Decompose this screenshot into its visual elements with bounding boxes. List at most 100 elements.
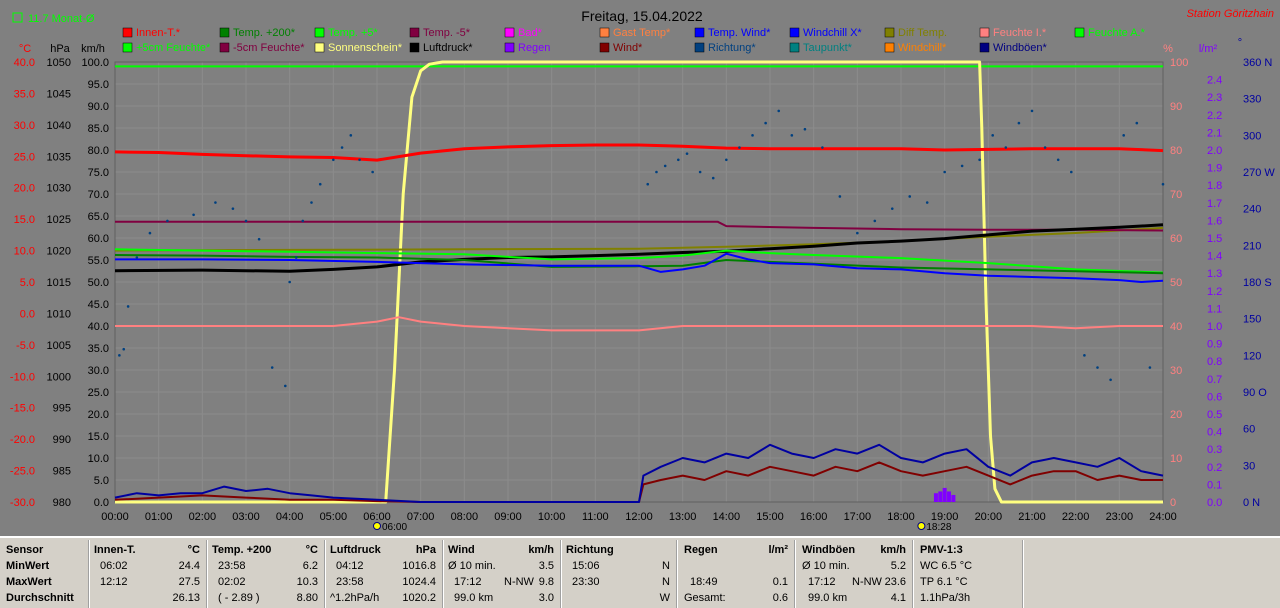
time-tick-label: 09:00 (494, 511, 522, 523)
dir-tick-label: 120 (1243, 350, 1261, 362)
legend-item: Temp. +200* (233, 27, 296, 39)
direction-point (803, 127, 807, 131)
stats-windboen: Windböen km/h Ø 10 min. 5.2 17:12 N-NW 23.6 … (802, 542, 906, 606)
time-tick-label: 16:00 (800, 511, 828, 523)
direction-point (288, 280, 291, 284)
direction-point (1017, 121, 1021, 125)
direction-point (1004, 146, 1008, 149)
direction-point (1070, 170, 1073, 174)
rain-tick-label: 2.4 (1207, 75, 1222, 87)
time-tick-label: 14:00 (713, 511, 741, 523)
legend-swatch (219, 42, 230, 53)
time-tick-label: 02:00 (189, 511, 217, 523)
rain-bar (947, 491, 952, 502)
hpa-tick-label: 985 (53, 466, 71, 478)
time-tick-label: 23:00 (1106, 511, 1134, 523)
direction-point (340, 146, 344, 149)
direction-point (135, 256, 139, 259)
direction-point (960, 164, 964, 168)
hpa-tick-label: 1015 (47, 277, 71, 289)
station-name: Station Göritzhain (1187, 8, 1274, 20)
kmh-tick-label: 95.0 (88, 79, 109, 91)
temp-tick-label: 20.0 (14, 183, 35, 195)
chart-axes: 40.0 35.0 30.0 25.0 20.0 15.0 10.0 5.0 0.0 -5.0 -1… (10, 57, 1275, 533)
direction-point (764, 121, 767, 125)
direction-point (991, 134, 994, 137)
stats-wind-title: Wind km/h (448, 544, 554, 556)
direction-point (890, 207, 894, 210)
chart-title: Freitag, 15.04.2022 (581, 8, 703, 24)
direction-point (646, 182, 650, 186)
direction-point (711, 176, 715, 180)
direction-point (270, 366, 274, 369)
rain-tick-label: 1.9 (1207, 163, 1222, 175)
legend-swatch (789, 27, 800, 38)
series-line (114, 226, 1164, 252)
time-tick-label: 12:00 (625, 511, 653, 523)
dir-unit-label: ° (1238, 37, 1242, 49)
temp-tick-label: 10.0 (14, 246, 35, 258)
time-tick-label: 15:00 (756, 511, 784, 523)
series-line (115, 220, 1164, 232)
legend-swatch (1074, 27, 1085, 38)
direction-point (118, 354, 121, 357)
rain-tick-label: 0.2 (1207, 462, 1222, 474)
direction-point (821, 146, 824, 149)
kmh-tick-label: 50.0 (88, 277, 109, 289)
stats-richtung-avg: W (659, 592, 670, 604)
time-tick-label: 03:00 (232, 511, 260, 523)
series-line (114, 461, 1163, 503)
stats-regen-max: 18:49 0.1 (690, 576, 788, 588)
legend-swatch (694, 42, 705, 53)
kmh-tick-label: 15.0 (88, 431, 109, 443)
rain-tick-label: 2.3 (1207, 92, 1222, 104)
legend-swatch (504, 27, 515, 38)
rain-tick-label: 2.0 (1207, 145, 1222, 157)
legend-item: Taupunkt* (803, 42, 853, 54)
dir-tick-label: 30 (1243, 460, 1255, 472)
legend-swatch (979, 27, 990, 38)
legend-swatch (789, 42, 800, 53)
time-tick-label: 04:00 (276, 511, 304, 523)
stats-sensor: Sensor MinWert MaxWert Durchschnitt (6, 542, 86, 606)
pct-tick-label: 20 (1170, 409, 1182, 421)
temp-tick-label: 5.0 (20, 277, 35, 289)
legend-swatch (314, 27, 325, 38)
kmh-tick-label: 60.0 (88, 233, 109, 245)
pct-unit-label: % (1163, 43, 1173, 55)
rain-tick-label: 0.1 (1207, 479, 1222, 491)
direction-point (301, 219, 305, 223)
stats-regen-total: Gesamt: 0.6 (684, 592, 788, 604)
legend-item: Feuchte I.* (993, 27, 1047, 39)
stats-luftdruck: Luftdruck hPa 04:12 1016.8 23:58 1024.4 ^1.… (330, 542, 436, 606)
stats-row-label: MaxWert (6, 576, 52, 588)
hpa-tick-label: 980 (53, 497, 71, 509)
direction-point (310, 201, 313, 204)
direction-point (663, 164, 667, 168)
stats-sensor-title: Sensor (6, 544, 44, 556)
kmh-tick-label: 75.0 (88, 167, 109, 179)
direction-point (358, 158, 361, 162)
pct-tick-label: 0 (1170, 497, 1176, 509)
stats-luftdruck-avg: ^1.2hPa/h 1020.2 (330, 592, 436, 604)
stats-wind-max: 17:12 N-NW 9.8 (454, 576, 554, 588)
legend-item: Luftdruck* (423, 42, 473, 54)
statistics-panel: Sensor MinWert MaxWert Durchschnitt Inne… (0, 536, 1280, 608)
monthly-average-label: 11.7 Monat-Ø (28, 13, 95, 25)
temp-tick-label: 30.0 (14, 120, 35, 132)
stats-windboen-distance: 99.0 km 4.1 (808, 592, 906, 604)
direction-point (126, 305, 130, 308)
stats-windboen-title: Windböen km/h (802, 544, 906, 556)
legend-item: Sonnenschein* (328, 42, 403, 54)
direction-point (943, 170, 946, 174)
legend-item: Temp. -5* (423, 27, 471, 39)
rain-tick-label: 0.6 (1207, 391, 1222, 403)
series-line (115, 252, 1164, 283)
hpa-unit-label: hPa (50, 43, 70, 55)
time-tick-label: 00:00 (101, 511, 129, 523)
time-tick-label: 11:00 (582, 511, 609, 523)
direction-point (231, 207, 235, 210)
stats-luftdruck-title: Luftdruck hPa (330, 544, 436, 556)
legend-swatch (409, 27, 420, 38)
direction-point (1030, 109, 1034, 113)
